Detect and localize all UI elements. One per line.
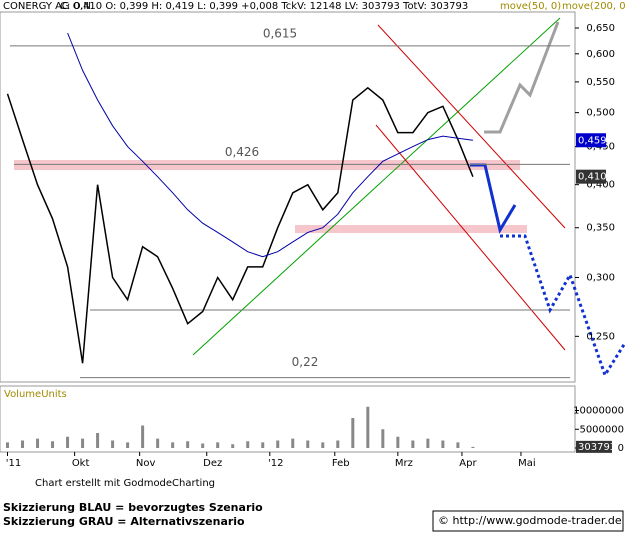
gray-scenario xyxy=(484,21,560,134)
volume-tick-label: 0 xyxy=(618,443,624,454)
chart-title: CONERGY AG O.N. xyxy=(3,1,94,12)
plot-frame xyxy=(0,11,576,383)
y-tick-label: 0,350 xyxy=(586,223,615,234)
volume-bar xyxy=(381,429,385,448)
blue-scenario xyxy=(470,163,517,234)
volume-bar xyxy=(51,441,55,448)
volume-bar xyxy=(21,440,25,448)
volume-bar xyxy=(156,438,160,448)
volume-bar xyxy=(456,442,460,448)
volume-bar xyxy=(141,425,145,448)
channel-line xyxy=(375,124,566,351)
volume-bar xyxy=(471,446,475,448)
credit: Chart erstellt mit GodmodeCharting xyxy=(35,478,215,489)
volume-tick-label: 5000000 xyxy=(579,424,624,435)
x-tick-label: Apr xyxy=(459,458,477,469)
volume-bar xyxy=(36,438,40,448)
volume-frame xyxy=(0,385,576,453)
volume-tag-label: 303793 xyxy=(578,442,616,453)
price-tag xyxy=(576,133,606,148)
x-tick-label: Nov xyxy=(136,458,156,469)
url: © http://www.godmode-trader.de xyxy=(438,514,622,527)
price-line xyxy=(6,86,474,364)
trend-line xyxy=(192,17,561,356)
level-label: 0,22 xyxy=(292,355,319,369)
price-tag-label: 0,459 xyxy=(578,135,607,146)
y-tick-label: 0,550 xyxy=(586,77,615,88)
moving-average xyxy=(67,32,473,258)
volume-bar xyxy=(396,436,400,448)
volume-bar xyxy=(171,442,175,448)
volume-bar xyxy=(201,443,205,448)
volume-title: VolumeUnits xyxy=(4,389,67,400)
note: Skizzierung BLAU = bevorzugtes Szenario xyxy=(3,501,263,514)
blue-scenario-dotted xyxy=(500,234,626,379)
y-tick-label: 0,250 xyxy=(586,331,615,342)
volume-tick-label: 10000000 xyxy=(573,406,624,417)
channel-line xyxy=(377,24,566,229)
volume-bar xyxy=(66,436,70,448)
support-zone xyxy=(295,225,527,233)
price-tag xyxy=(576,169,606,184)
x-tick-label: Dez xyxy=(203,458,222,469)
volume-bar xyxy=(306,440,310,448)
volume-bar xyxy=(276,440,280,448)
volume-bar xyxy=(426,438,430,448)
volume-bar xyxy=(126,442,130,448)
volume-bar xyxy=(111,440,115,448)
volume-bar xyxy=(321,442,325,448)
level-label: 0,426 xyxy=(225,145,259,159)
volume-bar xyxy=(6,442,10,448)
y-tick-label: 0,400 xyxy=(586,180,615,191)
volume-bar xyxy=(441,440,445,448)
resistance-zone xyxy=(14,160,520,170)
plot-layer xyxy=(6,32,570,379)
legend-entry: move(50, 0) xyxy=(500,1,561,12)
quote: C: 0,410 O: 0,399 H: 0,419 L: 0,399 +0,0… xyxy=(60,1,468,12)
volume-bar xyxy=(411,440,415,448)
volume-bar xyxy=(186,441,190,448)
y-tick-label: 0,500 xyxy=(586,108,615,119)
volume-bar xyxy=(336,440,340,448)
volume-bar xyxy=(261,442,265,448)
analysis-lines xyxy=(90,17,570,356)
volume-bar xyxy=(246,441,250,448)
y-tick-label: 0,600 xyxy=(586,49,615,60)
volume-bar xyxy=(366,406,370,448)
x-tick-label: '12 xyxy=(268,458,283,469)
indicator-label: move(200, 0) xyxy=(562,1,626,12)
price-tag-label: 0,410 xyxy=(578,172,607,183)
x-tick-label: Mrz xyxy=(395,458,413,469)
y-tick-label: 0,650 xyxy=(586,23,615,34)
volume-bar xyxy=(291,438,295,448)
volume-bar xyxy=(81,438,85,448)
x-tick-label: Feb xyxy=(332,458,350,469)
y-tick-label: 0,300 xyxy=(586,272,615,283)
volume-bar xyxy=(96,433,100,448)
note: Skizzierung GRAU = Alternativszenario xyxy=(3,515,245,528)
volume-tag xyxy=(576,440,612,453)
volume-bar xyxy=(216,442,220,448)
volume-bar xyxy=(351,418,355,448)
url-box xyxy=(432,510,624,532)
x-tick-label: '11 xyxy=(6,458,21,469)
level-label: 0,615 xyxy=(263,26,297,40)
x-tick-label: Mai xyxy=(518,458,536,469)
x-tick-label: Okt xyxy=(72,458,90,469)
volume-bar xyxy=(231,444,235,448)
